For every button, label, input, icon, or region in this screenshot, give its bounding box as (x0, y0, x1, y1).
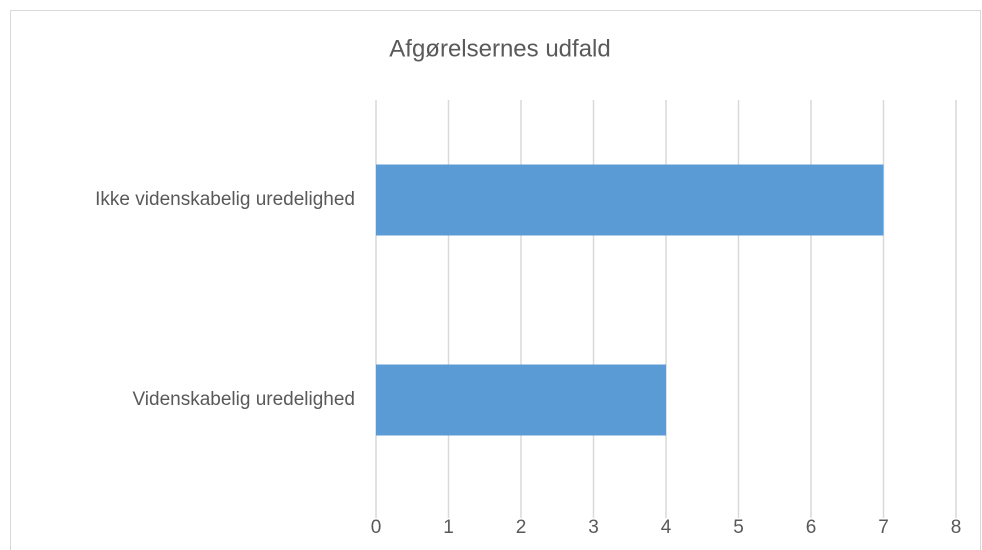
x-tick-label: 7 (878, 517, 889, 538)
x-tick-label: 1 (443, 517, 454, 538)
x-tick-label: 3 (588, 517, 599, 538)
x-tick-label: 0 (371, 517, 382, 538)
bar (376, 364, 666, 436)
y-tick-label: Videnskabelig uredelighed (132, 389, 355, 410)
bar (376, 164, 884, 236)
y-tick-label: Ikke videnskabelig uredelighed (95, 189, 355, 210)
x-tick-label: 8 (951, 517, 962, 538)
x-tick-label: 6 (806, 517, 817, 538)
chart-title: Afgørelsernes udfald (389, 35, 610, 62)
chart-border (10, 10, 981, 550)
x-tick-label: 2 (516, 517, 527, 538)
x-tick-label: 5 (733, 517, 744, 538)
x-tick-label: 4 (661, 517, 672, 538)
